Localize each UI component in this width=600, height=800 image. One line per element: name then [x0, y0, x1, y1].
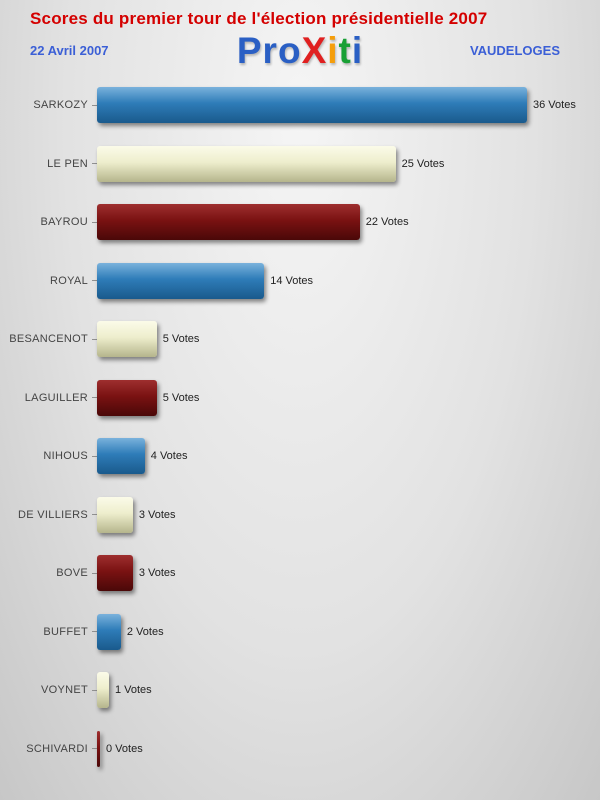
- chart-row: NIHOUS 4 Votes: [0, 427, 600, 486]
- axis-tick-icon: [92, 689, 97, 691]
- chart-row: SARKOZY 36 Votes: [0, 76, 600, 135]
- vote-count-label: 2 Votes: [126, 625, 164, 638]
- candidate-label: LAGUILLER: [24, 391, 88, 404]
- vote-count-label: 14 Votes: [270, 274, 314, 287]
- axis-tick-icon: [92, 514, 97, 516]
- candidate-label: DE VILLIERS: [18, 508, 88, 521]
- chart-row: BAYROU 22 Votes: [0, 193, 600, 252]
- candidate-label: BESANCENOT: [9, 333, 88, 346]
- vote-count-label: 25 Votes: [401, 157, 445, 170]
- bar-chart: SARKOZY 36 Votes LE PEN 25 Votes BAYROU …: [0, 76, 600, 778]
- vote-count-label: 22 Votes: [365, 216, 409, 229]
- logo-letter: i: [351, 30, 364, 71]
- axis-tick-icon: [92, 631, 97, 633]
- axis-tick-icon: [92, 163, 97, 165]
- vote-bar: [97, 496, 133, 533]
- candidate-label: SCHIVARDI: [26, 742, 88, 755]
- chart-row: LE PEN 25 Votes: [0, 135, 600, 194]
- page-title: Scores du premier tour de l'élection pré…: [30, 9, 488, 28]
- logo-letter: r: [262, 30, 278, 71]
- chart-row: DE VILLIERS 3 Votes: [0, 486, 600, 545]
- proxiti-logo: ProXiti: [0, 30, 600, 72]
- axis-tick-icon: [92, 748, 97, 750]
- chart-row: SCHIVARDI 0 Votes: [0, 720, 600, 779]
- chart-row: BOVE 3 Votes: [0, 544, 600, 603]
- logo-letter: i: [327, 30, 339, 71]
- vote-count-label: 5 Votes: [162, 391, 200, 404]
- logo-letter: X: [301, 30, 328, 71]
- vote-bar: [97, 672, 109, 709]
- vote-bar: [97, 262, 265, 299]
- chart-row: BUFFET 2 Votes: [0, 603, 600, 662]
- axis-tick-icon: [92, 221, 97, 223]
- vote-bar: [97, 555, 133, 592]
- candidate-label: ROYAL: [50, 274, 88, 287]
- vote-bar: [97, 613, 121, 650]
- vote-count-label: 4 Votes: [150, 450, 188, 463]
- vote-count-label: 3 Votes: [138, 508, 176, 521]
- candidate-label: BAYROU: [40, 216, 88, 229]
- vote-bar: [97, 145, 396, 182]
- location-label: VAUDELOGES: [469, 43, 560, 58]
- vote-bar: [97, 204, 360, 241]
- candidate-label: BOVE: [56, 567, 88, 580]
- vote-count-label: 36 Votes: [533, 99, 576, 112]
- candidate-label: LE PEN: [47, 157, 88, 170]
- chart-row: ROYAL 14 Votes: [0, 252, 600, 311]
- vote-count-label: 0 Votes: [106, 742, 143, 755]
- axis-tick-icon: [92, 572, 97, 574]
- axis-tick-icon: [92, 338, 97, 340]
- date-label: 22 Avril 2007: [30, 43, 109, 58]
- logo-letter: o: [277, 30, 302, 71]
- logo-letter: P: [236, 30, 263, 71]
- vote-count-label: 1 Votes: [114, 684, 152, 697]
- vote-bar: [97, 379, 157, 416]
- vote-count-label: 3 Votes: [138, 567, 176, 580]
- vote-bar: [97, 87, 527, 124]
- candidate-label: VOYNET: [40, 684, 88, 697]
- axis-tick-icon: [92, 455, 97, 457]
- vote-bar: [97, 438, 145, 475]
- axis-tick-icon: [92, 397, 97, 399]
- vote-bar: [97, 730, 100, 767]
- candidate-label: SARKOZY: [33, 99, 88, 112]
- candidate-label: NIHOUS: [43, 450, 88, 463]
- axis-tick-icon: [92, 280, 97, 282]
- logo-letter: t: [338, 30, 352, 71]
- chart-row: VOYNET 1 Votes: [0, 661, 600, 720]
- chart-row: BESANCENOT 5 Votes: [0, 310, 600, 369]
- axis-tick-icon: [92, 104, 97, 106]
- vote-bar: [97, 321, 157, 358]
- vote-count-label: 5 Votes: [162, 333, 200, 346]
- chart-row: LAGUILLER 5 Votes: [0, 369, 600, 428]
- candidate-label: BUFFET: [43, 625, 88, 638]
